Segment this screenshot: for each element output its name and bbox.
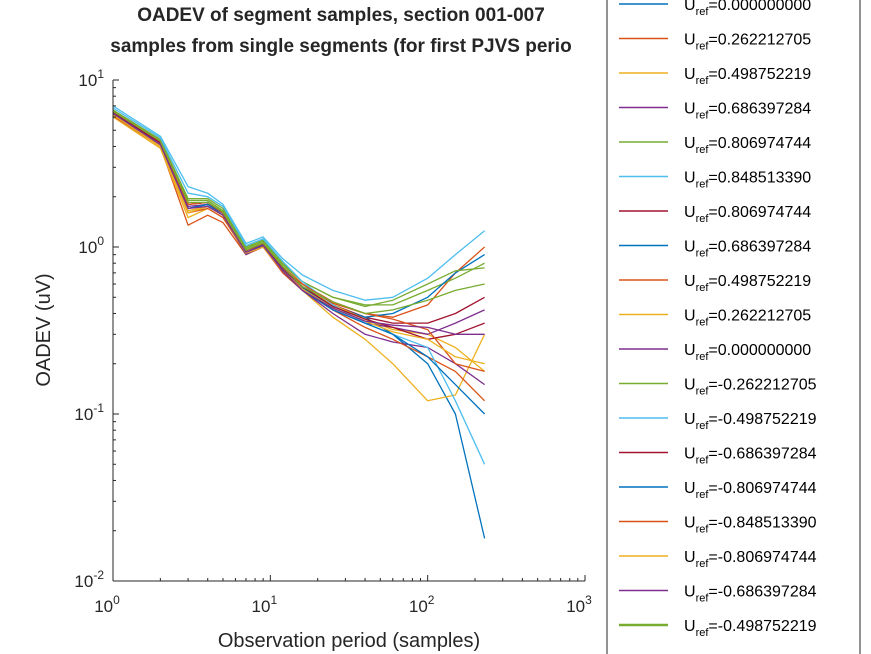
legend-item: Uref=0.000000000 [619,342,811,363]
legend-label: Uref=-0.686397284 [684,584,817,605]
legend-item: Uref=-0.498752219 [619,411,817,432]
x-tick-label: 101 [252,593,278,616]
legend-label: Uref=-0.498752219 [684,618,817,639]
y-tick-label: 10-2 [74,568,104,591]
x-tick-label: 100 [94,593,120,616]
legend-label: Uref=-0.848513390 [684,515,817,536]
legend-items: Uref=0.000000000 Uref=0.262212705 Uref=0.4… [619,0,817,639]
legend-label: Uref=-0.686397284 [684,446,817,467]
series-line [112,115,486,402]
plot-lines [112,105,486,539]
legend-label: Uref=0.806974744 [684,204,811,225]
series-line [112,110,485,315]
legend-label: Uref=-0.262212705 [684,377,817,398]
legend-item: Uref=0.806974744 [619,204,811,225]
legend-item: Uref=-0.262212705 [619,377,817,398]
legend-item: Uref=-0.806974744 [619,480,817,501]
series-line [112,105,486,301]
series-line [112,109,485,306]
chart-title: OADEV of segment samples, section 001-00… [137,5,545,26]
legend-label: Uref=0.498752219 [684,66,811,87]
legend-label: Uref=0.686397284 [684,101,811,122]
series-line [112,111,485,335]
axes [112,80,585,582]
legend-label: Uref=-0.498752219 [684,411,817,432]
x-axis-label: Observation period (samples) [218,630,480,652]
legend-label: Uref=0.498752219 [684,273,811,294]
legend-item: Uref=0.262212705 [619,308,811,329]
legend-item: Uref=0.686397284 [619,101,811,122]
legend-label: Uref=0.848513390 [684,170,811,191]
legend-item: Uref=-0.806974744 [619,549,817,570]
legend-box [606,0,861,654]
legend-label: Uref=0.262212705 [684,308,811,329]
legend-label: Uref=0.806974744 [684,135,811,156]
x-tick-label: 103 [566,593,592,616]
legend-item: Uref=0.262212705 [619,32,811,53]
legend-item: Uref=-0.848513390 [619,515,817,536]
series-line [112,107,486,465]
chart-subtitle: samples from single segments (for first … [110,36,571,57]
series-line [112,112,485,335]
legend-label: Uref=-0.806974744 [684,549,817,570]
axis-ticks: 100 101 102 103 10-2 10-1 100 101 [74,67,592,616]
legend-item: Uref=0.806974744 [619,135,811,156]
legend: Uref=0.000000000 Uref=0.262212705 Uref=0.4… [606,0,861,654]
legend-item: Uref=0.686397284 [619,239,811,260]
legend-label: Uref=0.262212705 [684,32,811,53]
legend-item: Uref=-0.686397284 [619,446,817,467]
legend-item: Uref=0.000000000 [619,0,811,18]
legend-label: Uref=-0.806974744 [684,480,817,501]
y-tick-label: 101 [78,67,104,90]
legend-item: Uref=0.498752219 [619,273,811,294]
legend-label: Uref=0.686397284 [684,239,811,260]
legend-label: Uref=0.000000000 [684,342,811,363]
legend-item: Uref=0.498752219 [619,66,811,87]
legend-item: Uref=-0.498752219 [619,618,817,639]
legend-item: Uref=0.848513390 [619,170,811,191]
series-line [112,109,485,308]
y-tick-label: 100 [78,234,104,257]
y-tick-label: 10-1 [74,401,104,424]
y-axis-label: OADEV (uV) [33,273,55,386]
legend-item: Uref=-0.686397284 [619,584,817,605]
legend-label: Uref=0.000000000 [684,0,811,18]
x-tick-label: 102 [409,593,435,616]
